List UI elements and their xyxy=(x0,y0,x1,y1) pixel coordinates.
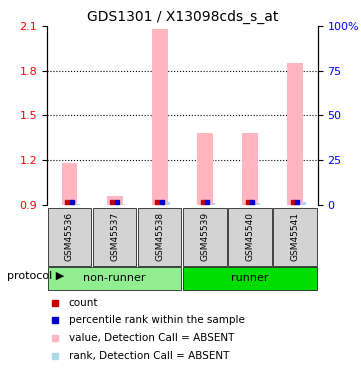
Text: GSM45541: GSM45541 xyxy=(291,212,300,261)
FancyBboxPatch shape xyxy=(183,208,227,266)
FancyBboxPatch shape xyxy=(229,208,272,266)
Bar xyxy=(62,163,77,204)
FancyBboxPatch shape xyxy=(48,267,182,290)
Text: GSM45539: GSM45539 xyxy=(200,212,209,261)
Text: GSM45537: GSM45537 xyxy=(110,212,119,261)
FancyBboxPatch shape xyxy=(274,208,317,266)
Text: protocol ▶: protocol ▶ xyxy=(7,271,65,280)
Text: non-runner: non-runner xyxy=(83,273,146,284)
Bar xyxy=(257,203,261,204)
Bar xyxy=(197,133,213,204)
Text: GSM45540: GSM45540 xyxy=(245,212,255,261)
Bar xyxy=(302,202,306,204)
Text: rank, Detection Call = ABSENT: rank, Detection Call = ABSENT xyxy=(69,351,229,361)
Text: value, Detection Call = ABSENT: value, Detection Call = ABSENT xyxy=(69,333,234,344)
Text: GSM45538: GSM45538 xyxy=(155,212,164,261)
FancyBboxPatch shape xyxy=(48,208,91,266)
Text: GSM45536: GSM45536 xyxy=(65,212,74,261)
Title: GDS1301 / X13098cds_s_at: GDS1301 / X13098cds_s_at xyxy=(87,10,278,24)
Bar xyxy=(107,196,122,204)
FancyBboxPatch shape xyxy=(93,208,136,266)
Text: runner: runner xyxy=(231,273,269,284)
Text: percentile rank within the sample: percentile rank within the sample xyxy=(69,315,244,325)
Bar xyxy=(242,133,258,204)
Bar xyxy=(167,202,170,204)
Bar xyxy=(287,63,303,204)
FancyBboxPatch shape xyxy=(138,208,182,266)
Bar xyxy=(152,29,168,204)
Text: count: count xyxy=(69,297,98,307)
FancyBboxPatch shape xyxy=(183,267,317,290)
